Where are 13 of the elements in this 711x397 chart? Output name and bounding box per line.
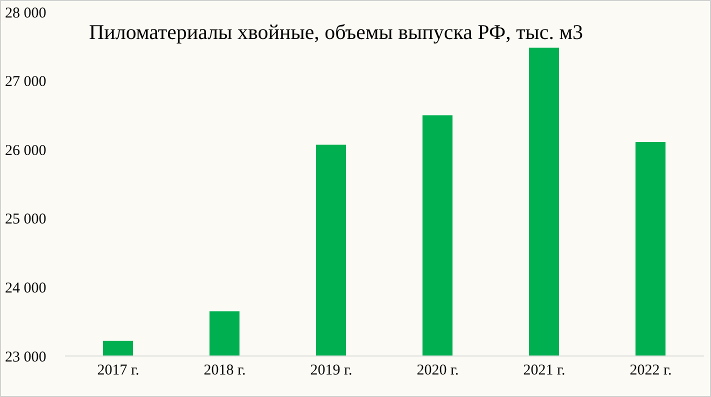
y-tick-label: 26 000	[5, 142, 46, 159]
y-tick-label: 24 000	[5, 280, 46, 297]
x-tick-label: 2021 г.	[523, 362, 566, 379]
x-tick-label: 2019 г.	[310, 362, 352, 379]
y-tick-label: 23 000	[5, 349, 46, 366]
x-tick-label: 2017 г.	[97, 362, 140, 379]
y-tick-label: 28 000	[5, 5, 46, 22]
y-tick-label: 25 000	[5, 212, 46, 228]
chart-title: Пиломатериалы хвойные, объемы выпуска РФ, тыс. м3	[88, 19, 584, 46]
x-tick-label: 2020 г.	[416, 362, 459, 379]
y-tick-label: 27 000	[5, 74, 46, 90]
x-tick-label: 2018 г.	[204, 362, 246, 379]
x-tick-label: 2022 г.	[630, 362, 672, 379]
